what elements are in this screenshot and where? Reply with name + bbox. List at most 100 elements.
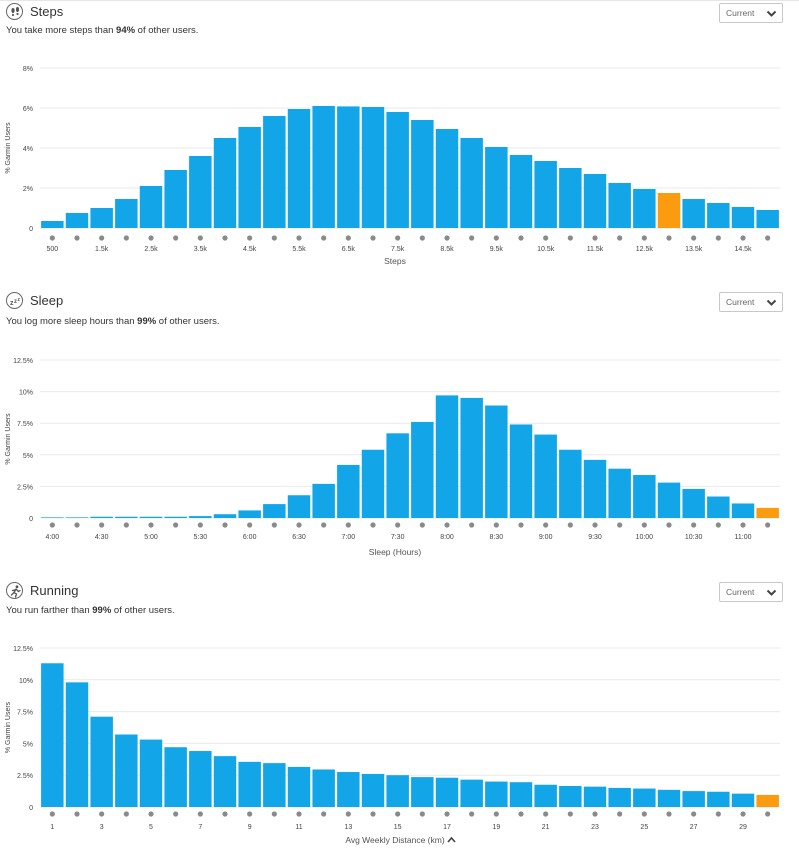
bar-dot-marker[interactable]: [321, 235, 327, 241]
bar[interactable]: [287, 495, 311, 518]
bar-dot-marker[interactable]: [148, 811, 154, 817]
bar[interactable]: [90, 208, 113, 228]
bar-dot-marker[interactable]: [567, 522, 573, 528]
bar[interactable]: [213, 138, 237, 228]
bar[interactable]: [287, 109, 311, 228]
bar[interactable]: [139, 516, 163, 518]
bar[interactable]: [707, 203, 730, 228]
bar[interactable]: [411, 421, 434, 518]
bar[interactable]: [312, 769, 335, 807]
bar[interactable]: [411, 777, 434, 807]
chevron-up-icon[interactable]: [447, 836, 456, 843]
bar[interactable]: [534, 161, 557, 228]
bar[interactable]: [435, 777, 459, 807]
bar-dot-marker[interactable]: [345, 811, 351, 817]
bar-dot-marker[interactable]: [543, 522, 549, 528]
bar[interactable]: [41, 517, 64, 518]
bar-highlight[interactable]: [657, 193, 681, 228]
bar[interactable]: [509, 155, 533, 228]
bar-dot-marker[interactable]: [74, 811, 80, 817]
bar-dot-marker[interactable]: [444, 522, 450, 528]
bar-dot-marker[interactable]: [765, 522, 771, 528]
bar[interactable]: [633, 788, 656, 807]
bar-dot-marker[interactable]: [271, 811, 277, 817]
bar-dot-marker[interactable]: [641, 235, 647, 241]
bar-dot-marker[interactable]: [49, 522, 55, 528]
bar[interactable]: [559, 168, 582, 228]
bar-dot-marker[interactable]: [222, 811, 228, 817]
bar[interactable]: [608, 787, 631, 807]
period-dropdown[interactable]: Current: [719, 292, 783, 312]
bar-dot-marker[interactable]: [765, 811, 771, 817]
bar[interactable]: [139, 739, 163, 807]
period-dropdown[interactable]: Current: [719, 582, 783, 602]
bar-dot-marker[interactable]: [271, 522, 277, 528]
bar[interactable]: [583, 786, 607, 807]
bar-dot-marker[interactable]: [740, 522, 746, 528]
bar[interactable]: [386, 775, 409, 807]
bar[interactable]: [189, 516, 212, 518]
bar-dot-marker[interactable]: [666, 811, 672, 817]
bar-dot-marker[interactable]: [395, 811, 401, 817]
bar[interactable]: [460, 397, 483, 518]
bar[interactable]: [361, 107, 385, 228]
bar-dot-marker[interactable]: [74, 235, 80, 241]
bar[interactable]: [263, 116, 286, 228]
bar-dot-marker[interactable]: [419, 522, 425, 528]
bar-dot-marker[interactable]: [592, 522, 598, 528]
bar-dot-marker[interactable]: [469, 522, 475, 528]
bar-dot-marker[interactable]: [49, 811, 55, 817]
bar-dot-marker[interactable]: [666, 522, 672, 528]
bar[interactable]: [263, 763, 286, 807]
bar[interactable]: [164, 747, 187, 807]
bar-dot-marker[interactable]: [247, 522, 253, 528]
bar[interactable]: [682, 199, 705, 228]
bar[interactable]: [460, 138, 483, 228]
bar-dot-marker[interactable]: [617, 522, 623, 528]
bar-dot-marker[interactable]: [99, 811, 105, 817]
bar-dot-marker[interactable]: [543, 811, 549, 817]
bar-dot-marker[interactable]: [493, 522, 499, 528]
bar-dot-marker[interactable]: [592, 235, 598, 241]
bar[interactable]: [559, 449, 582, 518]
bar[interactable]: [633, 475, 656, 518]
bar[interactable]: [559, 786, 582, 807]
bar-dot-marker[interactable]: [567, 811, 573, 817]
bar[interactable]: [115, 199, 138, 228]
bar[interactable]: [731, 793, 755, 807]
bar[interactable]: [139, 186, 163, 228]
bar-dot-marker[interactable]: [395, 522, 401, 528]
bar-dot-marker[interactable]: [444, 235, 450, 241]
bar[interactable]: [337, 106, 360, 228]
bar[interactable]: [263, 504, 286, 518]
bar-dot-marker[interactable]: [518, 811, 524, 817]
bar-dot-marker[interactable]: [345, 522, 351, 528]
bar[interactable]: [312, 106, 335, 228]
bar-dot-marker[interactable]: [419, 235, 425, 241]
bar[interactable]: [41, 221, 64, 228]
bar-dot-marker[interactable]: [370, 235, 376, 241]
bar-dot-marker[interactable]: [691, 235, 697, 241]
bar-dot-marker[interactable]: [173, 235, 179, 241]
bar[interactable]: [731, 207, 755, 228]
bar[interactable]: [485, 147, 508, 228]
bar-highlight[interactable]: [756, 507, 779, 518]
bar-dot-marker[interactable]: [617, 811, 623, 817]
bar[interactable]: [657, 789, 681, 807]
bar[interactable]: [164, 170, 187, 228]
bar-dot-marker[interactable]: [296, 235, 302, 241]
bar[interactable]: [534, 434, 557, 518]
bar[interactable]: [90, 516, 113, 518]
bar-dot-marker[interactable]: [592, 811, 598, 817]
bar-dot-marker[interactable]: [321, 811, 327, 817]
bar-dot-marker[interactable]: [469, 811, 475, 817]
bar-dot-marker[interactable]: [493, 235, 499, 241]
bar[interactable]: [386, 433, 409, 518]
bar-dot-marker[interactable]: [370, 522, 376, 528]
bar-dot-marker[interactable]: [493, 811, 499, 817]
bar[interactable]: [509, 782, 533, 807]
bar[interactable]: [682, 488, 705, 518]
bar-dot-marker[interactable]: [740, 811, 746, 817]
bar-dot-marker[interactable]: [691, 522, 697, 528]
bar[interactable]: [411, 120, 434, 228]
